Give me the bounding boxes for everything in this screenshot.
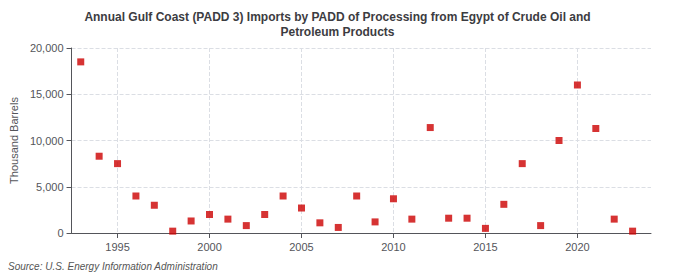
svg-text:2010: 2010 [381,241,405,253]
svg-text:20,000: 20,000 [30,42,64,54]
svg-text:10,000: 10,000 [30,135,64,147]
svg-text:2015: 2015 [473,241,497,253]
svg-text:Petroleum Products: Petroleum Products [280,25,394,39]
svg-text:2000: 2000 [197,241,221,253]
svg-text:15,000: 15,000 [30,88,64,100]
svg-text:Thousand Barrels: Thousand Barrels [8,97,20,184]
svg-text:Source: U.S. Energy Informatio: Source: U.S. Energy Information Administ… [8,261,218,272]
svg-text:1995: 1995 [105,241,129,253]
svg-text:Annual Gulf Coast (PADD 3) Imp: Annual Gulf Coast (PADD 3) Imports by PA… [84,10,590,24]
svg-text:2005: 2005 [289,241,313,253]
svg-text:5,000: 5,000 [36,181,64,193]
svg-text:2020: 2020 [565,241,589,253]
svg-text:0: 0 [57,227,63,239]
